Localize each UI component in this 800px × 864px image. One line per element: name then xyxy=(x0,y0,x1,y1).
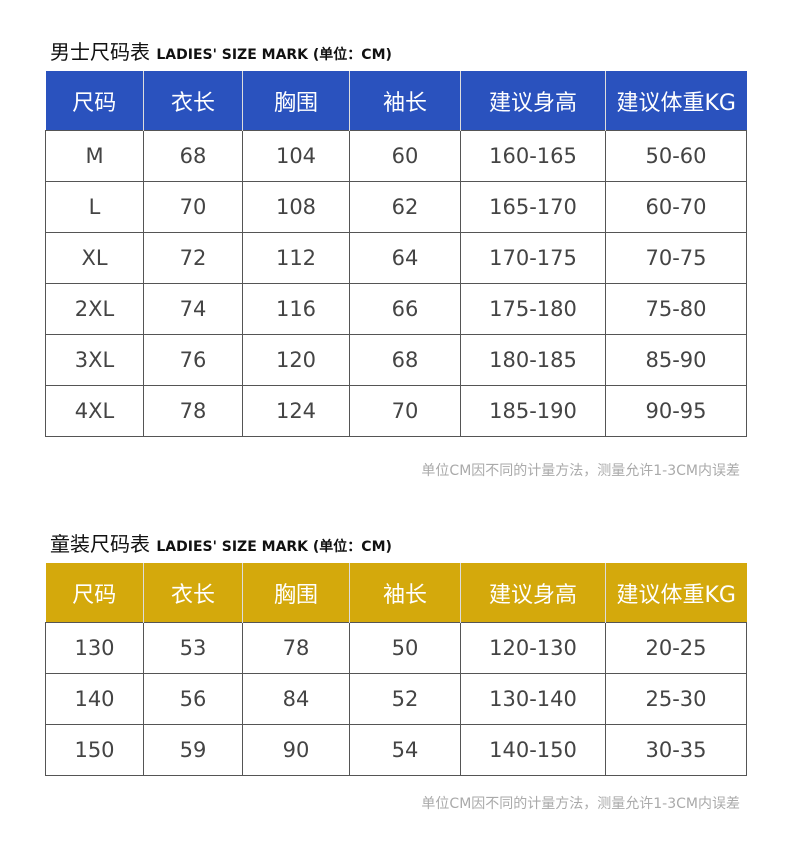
table-cell: 150 xyxy=(45,724,144,776)
table-cell: 75-80 xyxy=(605,283,747,335)
column-header: 胸围 xyxy=(242,563,350,623)
table-cell: 68 xyxy=(143,130,243,182)
table-cell: 2XL xyxy=(45,283,144,335)
column-header: 尺码 xyxy=(45,563,144,623)
table-cell: 85-90 xyxy=(605,334,747,386)
table-cell: 56 xyxy=(143,673,243,725)
table-cell: 50 xyxy=(349,622,461,674)
column-header: 衣长 xyxy=(143,71,243,131)
table-cell: 120 xyxy=(242,334,350,386)
table-cell: 160-165 xyxy=(460,130,606,182)
column-header: 袖长 xyxy=(349,563,461,623)
table-row: 140 56 84 52 130-140 25-30 xyxy=(45,673,747,725)
men-size-title: 男士尺码表 LADIES' SIZE MARK (单位：CM) xyxy=(50,40,392,64)
table-cell: 64 xyxy=(349,232,461,284)
table-cell: 130 xyxy=(45,622,144,674)
table-cell: 124 xyxy=(242,385,350,437)
table-cell: 185-190 xyxy=(460,385,606,437)
table-cell: 53 xyxy=(143,622,243,674)
column-header: 建议体重KG xyxy=(605,71,747,131)
table-cell: 52 xyxy=(349,673,461,725)
table-cell: 68 xyxy=(349,334,461,386)
header-row: 尺码 衣长 胸围 袖长 建议身高 建议体重KG xyxy=(45,563,747,623)
table-cell: 62 xyxy=(349,181,461,233)
table-cell: 20-25 xyxy=(605,622,747,674)
table-cell: 175-180 xyxy=(460,283,606,335)
table-cell: 104 xyxy=(242,130,350,182)
column-header: 尺码 xyxy=(45,71,144,131)
column-header: 建议身高 xyxy=(460,563,606,623)
table-cell: 140 xyxy=(45,673,144,725)
column-header: 建议身高 xyxy=(460,71,606,131)
table-cell: 140-150 xyxy=(460,724,606,776)
table-cell: 4XL xyxy=(45,385,144,437)
column-header: 袖长 xyxy=(349,71,461,131)
table-cell: 59 xyxy=(143,724,243,776)
table-cell: 3XL xyxy=(45,334,144,386)
table-cell: 78 xyxy=(143,385,243,437)
column-header: 胸围 xyxy=(242,71,350,131)
table-cell: 30-35 xyxy=(605,724,747,776)
table-row: XL 72 112 64 170-175 70-75 xyxy=(45,232,747,284)
table-cell: 116 xyxy=(242,283,350,335)
table-cell: 66 xyxy=(349,283,461,335)
table-cell: 108 xyxy=(242,181,350,233)
kids-size-note: 单位CM因不同的计量方法，测量允许1-3CM内误差 xyxy=(421,796,740,812)
table-row: 150 59 90 54 140-150 30-35 xyxy=(45,724,747,776)
table-cell: 120-130 xyxy=(460,622,606,674)
table-cell: 54 xyxy=(349,724,461,776)
table-cell: 180-185 xyxy=(460,334,606,386)
table-cell: XL xyxy=(45,232,144,284)
table-row: 3XL 76 120 68 180-185 85-90 xyxy=(45,334,747,386)
table-cell: 84 xyxy=(242,673,350,725)
header-row: 尺码 衣长 胸围 袖长 建议身高 建议体重KG xyxy=(45,71,747,131)
kids-size-table: 尺码 衣长 胸围 袖长 建议身高 建议体重KG 130 53 78 50 120-130 20-25 1… xyxy=(45,563,747,776)
table-row: 130 53 78 50 120-130 20-25 xyxy=(45,622,747,674)
table-cell: 165-170 xyxy=(460,181,606,233)
table-cell: 60 xyxy=(349,130,461,182)
column-header: 衣长 xyxy=(143,563,243,623)
table-cell: L xyxy=(45,181,144,233)
column-header: 建议体重KG xyxy=(605,563,747,623)
men-size-table: 尺码 衣长 胸围 袖长 建议身高 建议体重KG M 68 104 60 160-165 50-60 L 7… xyxy=(45,71,747,437)
table-cell: 70-75 xyxy=(605,232,747,284)
table-cell: 70 xyxy=(349,385,461,437)
table-cell: 112 xyxy=(242,232,350,284)
table-cell: 170-175 xyxy=(460,232,606,284)
table-row: 2XL 74 116 66 175-180 75-80 xyxy=(45,283,747,335)
table-cell: 72 xyxy=(143,232,243,284)
table-cell: 130-140 xyxy=(460,673,606,725)
table-cell: 70 xyxy=(143,181,243,233)
table-row: L 70 108 62 165-170 60-70 xyxy=(45,181,747,233)
table-cell: 90 xyxy=(242,724,350,776)
table-cell: 25-30 xyxy=(605,673,747,725)
kids-size-title: 童装尺码表 LADIES' SIZE MARK (单位：CM) xyxy=(50,532,392,556)
table-cell: 78 xyxy=(242,622,350,674)
table-cell: 60-70 xyxy=(605,181,747,233)
table-cell: 74 xyxy=(143,283,243,335)
table-cell: 50-60 xyxy=(605,130,747,182)
table-row: M 68 104 60 160-165 50-60 xyxy=(45,130,747,182)
table-row: 4XL 78 124 70 185-190 90-95 xyxy=(45,385,747,437)
men-size-note: 单位CM因不同的计量方法，测量允许1-3CM内误差 xyxy=(421,463,740,479)
table-cell: 90-95 xyxy=(605,385,747,437)
table-cell: M xyxy=(45,130,144,182)
table-cell: 76 xyxy=(143,334,243,386)
